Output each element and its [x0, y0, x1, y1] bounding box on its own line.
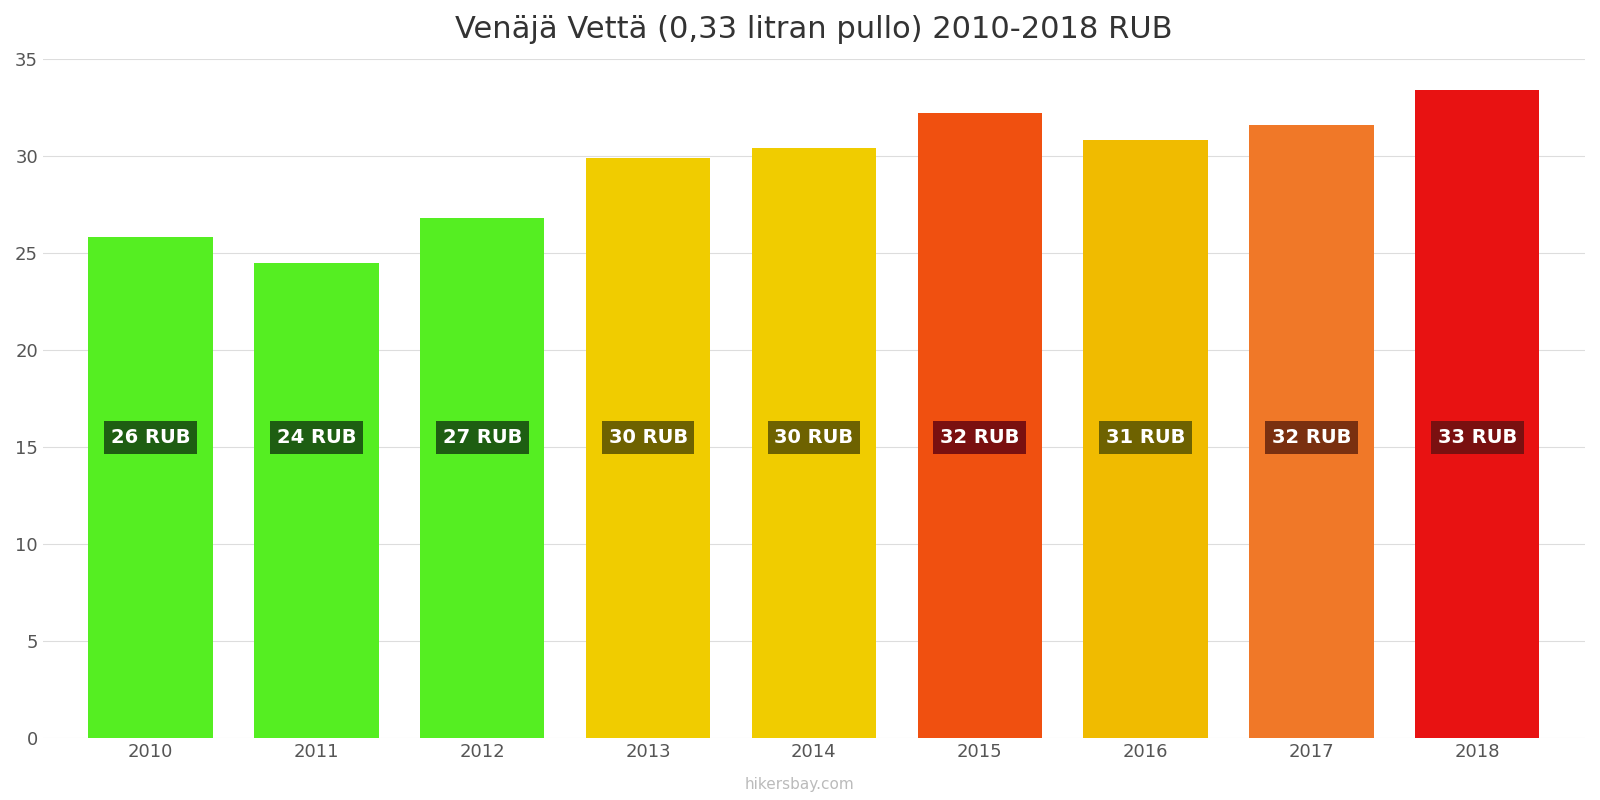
- Text: 27 RUB: 27 RUB: [443, 428, 522, 447]
- Bar: [1250, 125, 1373, 738]
- Bar: [421, 218, 544, 738]
- Title: Venäjä Vettä (0,33 litran pullo) 2010-2018 RUB: Venäjä Vettä (0,33 litran pullo) 2010-20…: [454, 15, 1173, 44]
- Bar: [88, 238, 213, 738]
- Bar: [1414, 90, 1539, 738]
- Text: 24 RUB: 24 RUB: [277, 428, 357, 447]
- Bar: [586, 158, 710, 738]
- Bar: [917, 113, 1042, 738]
- Text: 32 RUB: 32 RUB: [941, 428, 1019, 447]
- Text: 26 RUB: 26 RUB: [110, 428, 190, 447]
- Bar: [254, 262, 379, 738]
- Text: 30 RUB: 30 RUB: [608, 428, 688, 447]
- Text: 33 RUB: 33 RUB: [1437, 428, 1517, 447]
- Text: 32 RUB: 32 RUB: [1272, 428, 1350, 447]
- Text: 30 RUB: 30 RUB: [774, 428, 853, 447]
- Bar: [752, 148, 877, 738]
- Text: hikersbay.com: hikersbay.com: [746, 777, 854, 792]
- Text: 31 RUB: 31 RUB: [1106, 428, 1186, 447]
- Bar: [1083, 140, 1208, 738]
